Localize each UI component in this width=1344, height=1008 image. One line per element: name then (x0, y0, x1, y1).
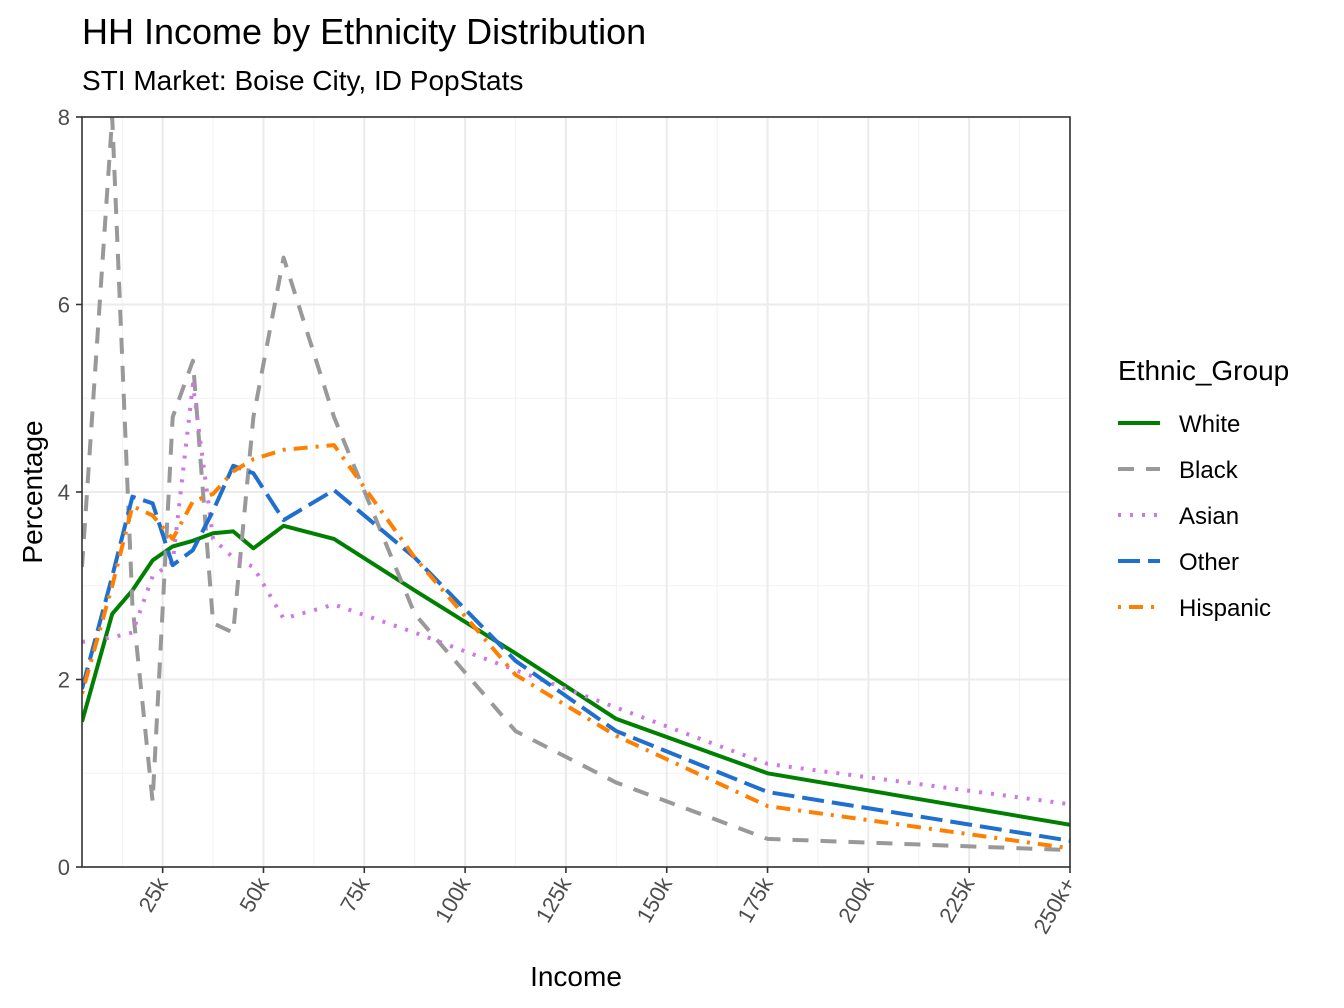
series-line-hispanic (82, 443, 1070, 851)
x-tick-label: 225k (934, 872, 980, 927)
chart-subtitle: STI Market: Boise City, ID PopStats (82, 65, 523, 96)
y-axis: 0 2 4 6 8 (58, 105, 82, 880)
legend-title: Ethnic_Group (1118, 355, 1289, 386)
series-line-other (82, 463, 1070, 843)
x-tick-label: 175k (732, 872, 778, 927)
legend-label-other: Other (1179, 549, 1239, 576)
y-tick-label: 8 (58, 105, 70, 130)
y-tick-label: 2 (58, 668, 70, 693)
x-tick-label: 150k (632, 872, 678, 927)
x-tick-label: 50k (234, 872, 274, 916)
y-tick-label: 4 (58, 480, 70, 505)
chart-title: HH Income by Ethnicity Distribution (82, 11, 646, 52)
legend-label-asian: Asian (1179, 503, 1239, 530)
legend-label-hispanic: Hispanic (1179, 595, 1271, 622)
legend-label-black: Black (1179, 457, 1239, 484)
legend-label-white: White (1179, 411, 1240, 438)
series-lines (82, 117, 1070, 853)
x-tick-label: 200k (833, 872, 879, 927)
legend: Ethnic_Group White Black Asian Other Hispani… (1118, 355, 1289, 622)
x-tick-label: 75k (335, 872, 375, 916)
x-axis-title: Income (530, 961, 622, 992)
x-tick-label: 125k (531, 872, 577, 927)
y-tick-label: 6 (58, 293, 70, 318)
series-line-black (82, 117, 1070, 853)
y-axis-title: Percentage (17, 420, 48, 563)
x-tick-label: 25k (134, 872, 174, 916)
legend-items: White Black Asian Other Hispanic (1118, 411, 1271, 622)
x-tick-label: 250k+ (1028, 873, 1080, 938)
plot-panel (81, 116, 1071, 868)
x-axis: 25k 50k 75k 100k 125k 150k 175k 200k 225k 250k+ (134, 867, 1080, 938)
x-tick-label: 100k (430, 872, 476, 927)
y-tick-label: 0 (58, 855, 70, 880)
